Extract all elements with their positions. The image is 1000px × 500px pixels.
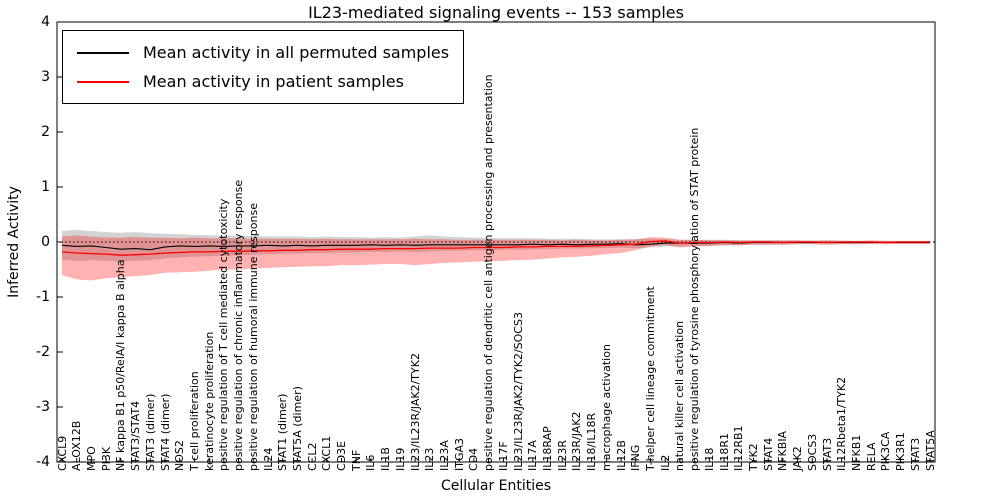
x-tick-label: PIK3CA (879, 431, 893, 471)
chart-title: IL23-mediated signaling events -- 153 sa… (308, 3, 684, 22)
x-axis-label: Cellular Entities (440, 478, 552, 494)
x-tick-label: STAT5A (dimer) (290, 386, 304, 471)
x-tick-label: IL23 (423, 447, 437, 471)
x-tick-label: macrophage activation (599, 344, 613, 471)
legend-item-patient: Mean activity in patient samples (77, 67, 449, 96)
permuted-line-swatch (77, 51, 129, 54)
x-tick-label: IL18/IL18R (585, 412, 599, 471)
x-tick-label: positive regulation of dendritic cell an… (482, 74, 496, 471)
x-tick-label: TNF (349, 449, 363, 471)
x-tick-label: NFKBIA (776, 430, 790, 471)
x-tick-label: CCL2 (305, 442, 319, 472)
x-tick-label: IL23/IL23R/JAK2/TYK2 (408, 353, 422, 471)
y-tick-label: -1 (36, 289, 50, 305)
x-tick-label: IL18RAP (541, 426, 554, 471)
x-tick-label: IFNG (629, 444, 643, 471)
y-tick-label: 0 (41, 234, 50, 250)
x-tick-label: ALOX12B (70, 420, 84, 471)
patient-mean-line (61, 240, 930, 256)
x-tick-label: NF kappa B1 p50/RelA/I kappa B alpha (114, 259, 128, 472)
x-tick-label: CXCL1 (320, 435, 334, 471)
x-tick-label: positive regulation of tyrosine phosphor… (688, 127, 702, 471)
y-tick-label: 4 (41, 14, 50, 30)
x-tick-label: IL2 (658, 454, 672, 471)
x-tick-label: MPO (84, 446, 98, 471)
x-tick-label: IL23R/JAK2 (570, 411, 584, 471)
legend: Mean activity in all permuted samples Me… (62, 30, 465, 104)
x-tick-label: NFKB1 (849, 434, 863, 471)
x-tick-label: CD4 (467, 447, 481, 471)
x-tick-label: IL17F (496, 441, 510, 471)
x-tick-label: IL12RB1 (732, 425, 746, 471)
x-tick-label: STAT3/STAT4 (129, 400, 143, 471)
x-tick-label: IL17A (526, 440, 540, 471)
y-tick-label: 2 (41, 124, 50, 140)
x-tick-label: IL18 (702, 447, 716, 471)
x-tick-label: natural killer cell activation (673, 320, 687, 471)
x-tick-label: keratinocyte proliferation (202, 331, 216, 471)
x-tick-label: RELA (864, 442, 878, 472)
x-tick-label: CD3E (335, 440, 348, 471)
x-tick-label: positive regulation of chronic inflammat… (232, 179, 245, 471)
y-tick-label: 1 (41, 179, 50, 195)
x-tick-label: IL12B (614, 440, 628, 471)
x-tick-label: ITGA3 (452, 437, 466, 471)
x-tick-label: IL12Rbeta1/TYK2 (835, 376, 849, 471)
x-tick-label: PI3K (99, 446, 113, 471)
permuted-confidence-band (62, 229, 930, 262)
legend-item-permuted: Mean activity in all permuted samples (77, 38, 449, 67)
x-tick-label: positive regulation of T cell mediated c… (217, 198, 231, 471)
x-tick-label: IL23/IL23R/JAK2/TYK2/SOCS3 (511, 312, 525, 471)
x-tick-label: STAT4 (761, 437, 775, 471)
y-axis-label: Inferred Activity (6, 186, 22, 298)
axes-frame (56, 21, 936, 463)
x-tick-label: PIK3R1 (894, 432, 908, 471)
x-tick-label: JAK2 (791, 446, 805, 471)
x-tick-label: CXCL9 (55, 435, 69, 471)
y-tick-label: 3 (41, 69, 50, 85)
patient-line-swatch (77, 80, 129, 83)
legend-label-permuted: Mean activity in all permuted samples (143, 43, 450, 62)
x-tick-label: IL1B (379, 447, 393, 471)
patient-confidence-band (62, 235, 930, 281)
x-tick-label: IL23A (438, 440, 451, 471)
x-tick-label: IL18R1 (717, 432, 731, 471)
y-tick-label: -3 (36, 399, 50, 415)
x-tick-label: TYK2 (747, 443, 760, 471)
x-tick-label: IL19 (393, 447, 407, 471)
x-tick-label: IL6 (364, 454, 378, 471)
x-tick-label: STAT4 (dimer) (158, 393, 172, 471)
x-tick-label: STAT3 (dimer) (143, 393, 157, 471)
x-tick-label: IL23R (555, 439, 569, 471)
y-tick-label: -4 (36, 454, 50, 470)
x-tick-label: STAT1 (dimer) (276, 393, 290, 471)
x-tick-label: IL24 (261, 447, 275, 471)
x-tick-label: NOS2 (173, 440, 187, 471)
y-tick-label: -2 (36, 344, 50, 360)
x-tick-label: positive regulation of humoral immune re… (246, 203, 260, 471)
x-tick-label: T cell proliferation (187, 371, 201, 471)
x-tick-label: T-helper cell lineage commitment (644, 286, 657, 471)
x-tick-label: STAT3 (908, 437, 922, 471)
x-tick-label: SOCS3 (805, 433, 819, 471)
x-tick-label: STAT3 (820, 437, 834, 471)
legend-label-patient: Mean activity in patient samples (143, 72, 404, 91)
x-tick-label: STAT5A (923, 430, 937, 471)
